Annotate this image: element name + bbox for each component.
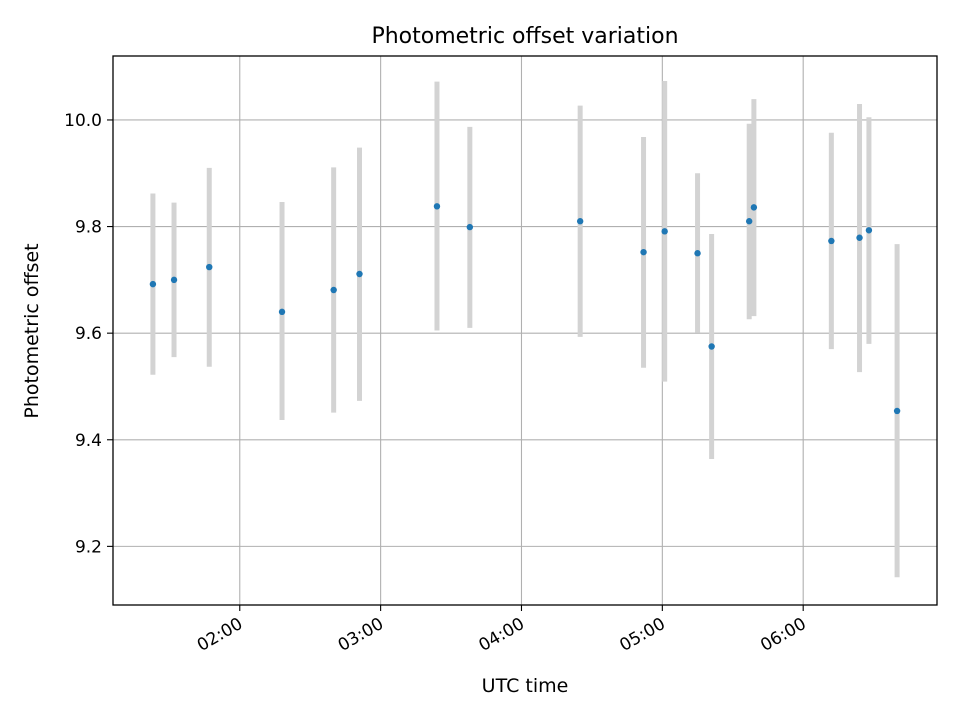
data-point: [356, 270, 363, 278]
x-axis-label: UTC time: [482, 675, 569, 697]
data-point: [661, 228, 668, 235]
data-point: [750, 204, 758, 211]
data-point: [466, 223, 474, 231]
y-tick-label: 9.6: [75, 324, 102, 344]
data-point: [170, 276, 178, 284]
data-point: [640, 248, 647, 256]
data-point: [694, 250, 701, 257]
x-tick-label: 05:00: [616, 614, 668, 656]
y-tick-label: 9.4: [75, 431, 102, 451]
data-point: [893, 407, 901, 415]
data-point: [278, 308, 286, 316]
data-point: [708, 343, 715, 350]
data-points: [149, 203, 901, 415]
chart-title: Photometric offset variation: [371, 24, 678, 49]
error-bars: [150, 81, 900, 578]
x-tick-label: 02:00: [194, 614, 246, 656]
data-point: [856, 234, 863, 241]
y-tick-label: 9.8: [75, 218, 102, 238]
y-axis-label: Photometric offset: [21, 243, 43, 418]
data-point: [745, 218, 753, 225]
data-point: [149, 280, 157, 288]
y-tick-label: 9.2: [75, 537, 102, 557]
data-point: [865, 227, 873, 234]
x-tick-label: 03:00: [335, 614, 387, 656]
data-point: [330, 286, 337, 294]
data-point: [576, 218, 584, 225]
y-tick-label: 10.0: [64, 111, 102, 131]
data-point: [206, 263, 213, 271]
x-tick-label: 04:00: [476, 614, 528, 656]
data-point: [433, 203, 441, 210]
plot-frame: [112, 55, 938, 606]
grid: [113, 56, 937, 605]
x-tick-label: 06:00: [757, 614, 809, 656]
data-point: [828, 237, 835, 245]
